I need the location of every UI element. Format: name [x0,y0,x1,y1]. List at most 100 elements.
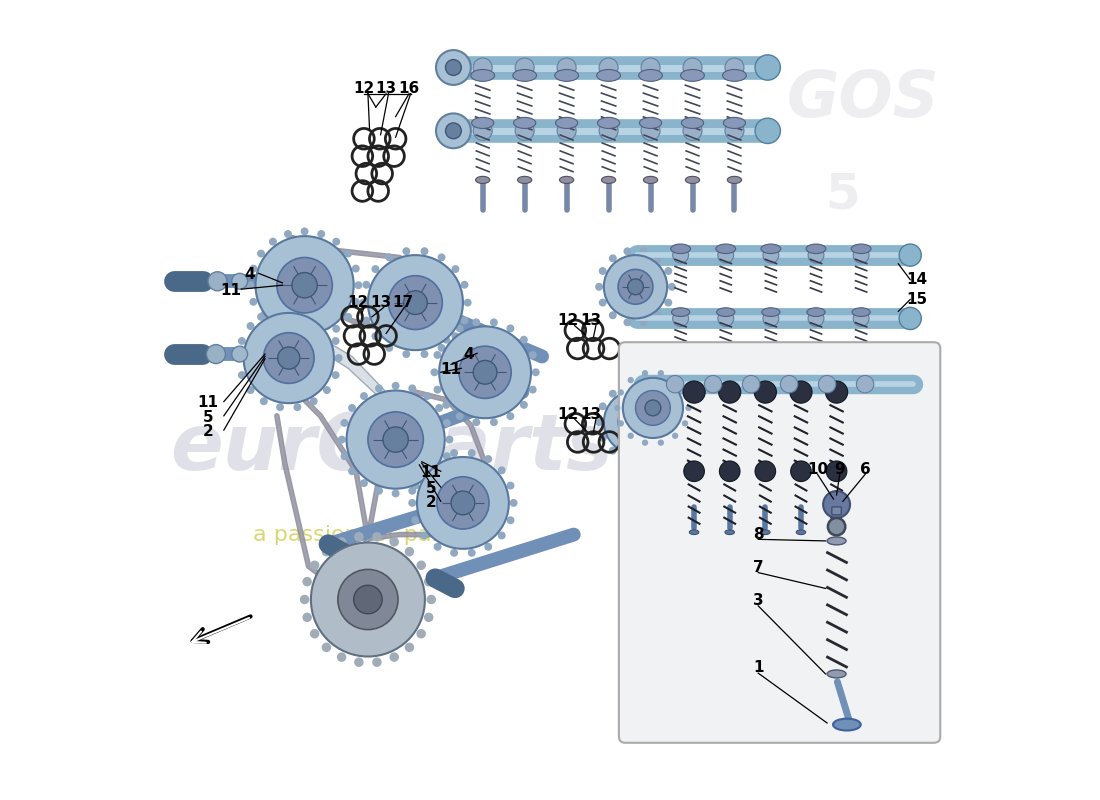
Circle shape [664,402,672,410]
Circle shape [682,390,689,396]
Circle shape [507,482,515,490]
Circle shape [654,446,662,454]
Circle shape [302,613,312,622]
Text: 6: 6 [860,462,870,477]
Circle shape [718,381,740,403]
Ellipse shape [675,517,686,522]
Circle shape [683,381,705,403]
Circle shape [461,281,469,289]
Ellipse shape [827,670,846,678]
Circle shape [755,381,777,403]
Ellipse shape [807,308,825,317]
Ellipse shape [724,118,746,129]
Text: 1: 1 [754,660,763,675]
Ellipse shape [560,176,574,183]
Circle shape [446,59,461,75]
Circle shape [433,543,441,550]
Text: 7: 7 [752,560,763,575]
Text: 15: 15 [906,292,927,307]
Text: 10: 10 [807,462,828,477]
Circle shape [484,455,492,463]
Circle shape [598,298,606,306]
Circle shape [595,418,603,426]
Circle shape [763,382,779,398]
Circle shape [624,382,631,390]
Circle shape [277,347,300,369]
Circle shape [763,446,779,462]
Circle shape [246,322,254,330]
Text: 14: 14 [906,272,927,287]
Circle shape [857,375,873,393]
Circle shape [654,311,662,319]
Ellipse shape [723,70,746,82]
Circle shape [417,629,426,638]
Circle shape [263,333,315,383]
Circle shape [628,279,643,294]
Circle shape [490,418,498,426]
Circle shape [461,317,469,325]
Circle shape [420,466,428,474]
Circle shape [780,375,798,393]
Circle shape [608,446,617,454]
Circle shape [725,122,744,140]
Circle shape [260,398,267,405]
Circle shape [624,247,631,255]
FancyBboxPatch shape [832,507,842,514]
Circle shape [323,322,331,330]
Text: 9: 9 [835,462,845,477]
Circle shape [438,344,446,352]
Circle shape [618,270,653,304]
Ellipse shape [671,244,691,254]
Circle shape [300,594,309,604]
Circle shape [232,346,248,362]
Circle shape [243,313,334,403]
Circle shape [232,274,248,289]
Ellipse shape [807,443,825,452]
Text: a passion for parts...: a passion for parts... [253,525,483,545]
Circle shape [755,461,775,482]
Circle shape [443,452,451,460]
Ellipse shape [811,382,822,386]
Text: 4: 4 [463,347,474,362]
Circle shape [405,547,414,556]
Text: 17: 17 [393,295,414,310]
Circle shape [408,385,416,392]
Circle shape [310,311,318,319]
Circle shape [595,283,603,290]
Circle shape [658,370,664,376]
Circle shape [763,310,779,326]
Circle shape [624,318,631,326]
Ellipse shape [681,118,704,129]
Circle shape [235,354,243,362]
Circle shape [321,547,331,556]
Ellipse shape [856,517,867,522]
Ellipse shape [806,379,826,389]
Circle shape [854,247,869,263]
Circle shape [250,265,257,273]
Circle shape [826,461,847,482]
Ellipse shape [852,308,870,317]
Circle shape [641,58,660,77]
Circle shape [411,482,419,490]
Circle shape [346,390,444,489]
Circle shape [718,310,734,326]
Circle shape [208,272,227,290]
Text: 13: 13 [370,295,392,310]
Circle shape [529,386,537,394]
Circle shape [600,122,618,140]
Circle shape [385,254,394,262]
Circle shape [684,461,704,482]
Circle shape [427,594,436,604]
Circle shape [354,282,362,289]
Circle shape [424,613,433,622]
Circle shape [667,375,684,393]
Circle shape [490,318,498,326]
Circle shape [362,281,371,289]
Circle shape [498,466,506,474]
Circle shape [417,561,426,570]
Circle shape [825,381,848,403]
Circle shape [614,405,620,411]
Ellipse shape [475,176,490,183]
Ellipse shape [811,517,822,522]
Ellipse shape [690,530,698,534]
